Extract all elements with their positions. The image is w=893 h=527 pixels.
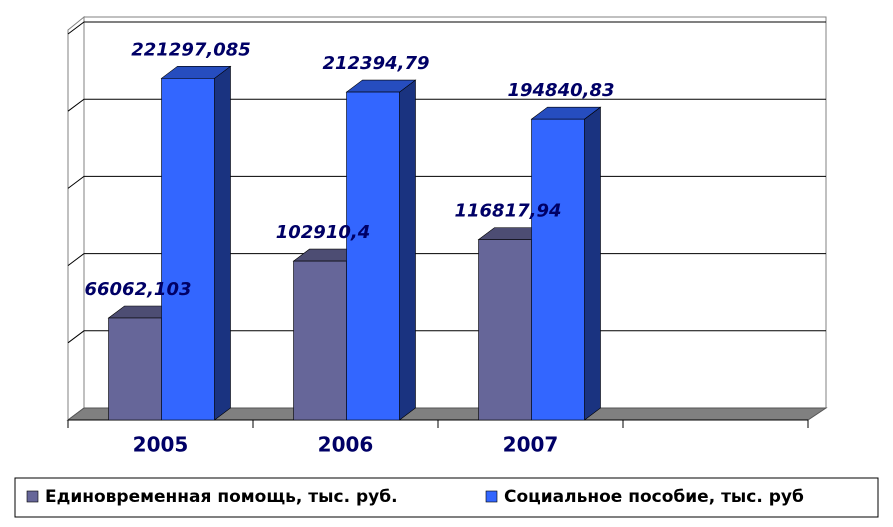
legend-label: Социальное пособие, тыс. руб: [504, 487, 804, 507]
value-label: 116817,94: [454, 201, 561, 222]
value-label: 212394,79: [322, 53, 429, 74]
value-label: 194840,83: [507, 80, 614, 101]
x-tick-label: 2006: [318, 433, 374, 457]
legend-marker: [485, 490, 498, 503]
bar-side: [584, 106, 601, 421]
grid-line: [67, 98, 826, 112]
legend-marker: [26, 490, 39, 503]
bar-side: [399, 79, 416, 421]
bar: [293, 260, 347, 421]
bar: [531, 118, 585, 421]
value-label: 66062,103: [84, 279, 191, 300]
x-tick-label: 2007: [503, 433, 559, 457]
side-wall: [67, 15, 85, 421]
bar: [346, 91, 400, 421]
bar: [108, 317, 162, 421]
value-label: 221297,085: [131, 39, 251, 60]
grid-line: [67, 21, 826, 35]
bar-side: [214, 65, 231, 421]
bar: [478, 239, 532, 421]
legend-label: Единовременная помощь, тыс. руб.: [45, 487, 398, 507]
legend-box: [14, 477, 879, 518]
value-label: 102910,4: [276, 222, 371, 243]
bar: [161, 78, 215, 421]
x-tick-label: 2005: [133, 433, 189, 457]
